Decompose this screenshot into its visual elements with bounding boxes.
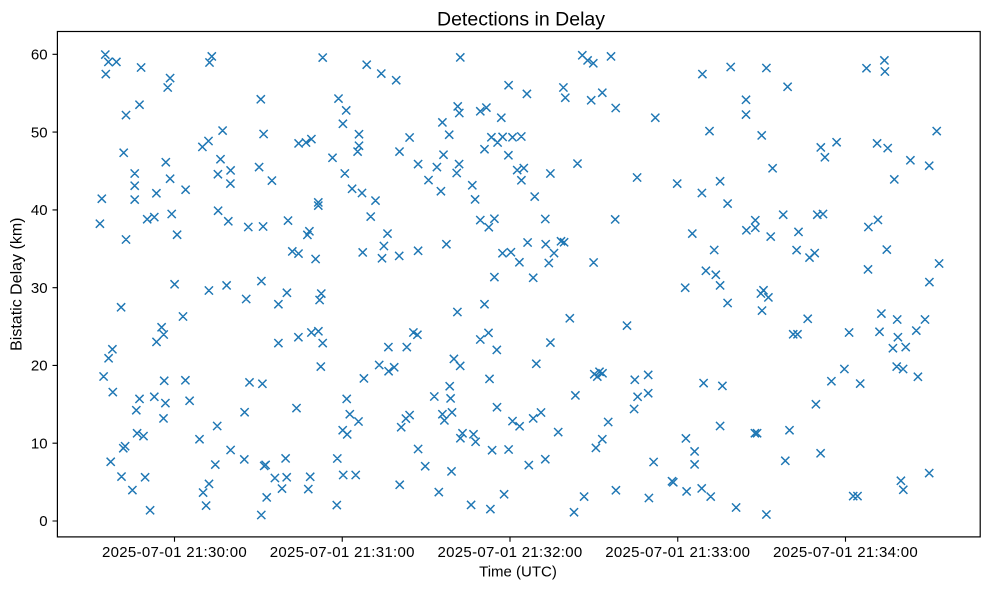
svg-text:40: 40 (31, 202, 48, 219)
svg-text:0: 0 (39, 513, 47, 530)
svg-text:60: 60 (31, 47, 48, 64)
svg-text:2025-07-01 21:30:00: 2025-07-01 21:30:00 (102, 544, 247, 561)
svg-text:10: 10 (31, 435, 48, 452)
svg-text:2025-07-01 21:32:00: 2025-07-01 21:32:00 (438, 544, 583, 561)
svg-text:50: 50 (31, 124, 48, 141)
svg-text:Bistatic Delay (km): Bistatic Delay (km) (9, 218, 26, 351)
svg-text:Time (UTC): Time (UTC) (479, 564, 557, 581)
svg-text:2025-07-01 21:31:00: 2025-07-01 21:31:00 (270, 544, 415, 561)
svg-text:Detections in Delay: Detections in Delay (437, 9, 605, 31)
svg-text:2025-07-01 21:34:00: 2025-07-01 21:34:00 (773, 544, 918, 561)
svg-text:20: 20 (31, 358, 48, 375)
svg-text:2025-07-01 21:33:00: 2025-07-01 21:33:00 (605, 544, 750, 561)
svg-text:30: 30 (31, 280, 48, 297)
